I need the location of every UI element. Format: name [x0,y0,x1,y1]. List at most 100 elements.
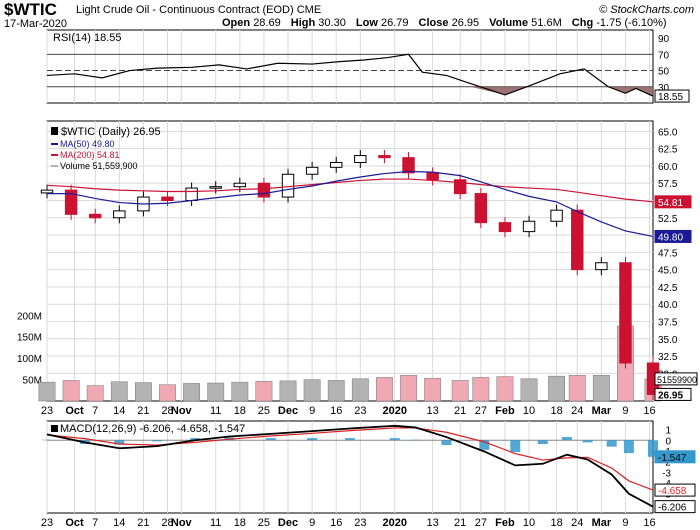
candle-body [550,209,563,222]
price-tick-label: 40.0 [658,300,678,311]
x-tick-label: 21 [137,405,149,417]
ma200-tag-label: 54.81 [658,198,683,209]
x-tick-label: 13 [427,517,439,529]
copyright-notice: © StockCharts.com [599,4,694,16]
x-tick-label: 16 [643,405,655,417]
x-tick-label: 9 [309,517,315,529]
rsi-tick-label: 90 [658,34,670,45]
macd-line [46,424,654,508]
x-tick-label: Oct [65,517,84,529]
volume-bar [135,382,152,402]
candle-body [426,172,439,181]
price-tick-label: 45.0 [658,266,678,277]
macd-histogram-bar [479,440,490,450]
volume-bar [400,375,417,402]
x-tick-label: 24 [571,405,583,417]
macd-histogram-bar [114,440,125,445]
close-label: 26.95 [658,390,683,401]
volume-value: 51.6M [531,17,562,29]
macd-line-tag-box [654,500,696,514]
x-tick-label: 10 [523,405,535,417]
volume-bar [183,383,201,402]
x-tick-label: 7 [92,517,98,529]
x-tick-label: 21 [454,517,466,529]
ma50-line [47,170,654,238]
x-tick-label: 2020 [383,405,407,417]
volume-bar [207,382,225,402]
high-value: 30.30 [318,17,346,29]
volume-bar [472,377,490,402]
x-tick-label: 24 [571,517,583,529]
candle-body [571,209,584,271]
volume-bar [548,375,565,402]
macd-histogram-bar [345,438,355,441]
x-tick-label: 13 [427,405,439,417]
x-tick-label: 10 [523,517,535,529]
candle-body [453,179,467,195]
macd-histogram-bar [441,440,452,446]
macd-histogram-bar [190,438,201,441]
price-tick-label: 52.5 [658,214,678,225]
x-tick-label: Nov [171,517,193,529]
candle-body [402,157,415,174]
macd-signal-tag-label: -4.658 [658,486,687,497]
x-tick-label: Dec [278,517,298,529]
macd-histogram-bar [623,440,634,454]
candle-body [595,262,608,271]
x-tick-label: 28 [161,405,173,417]
candle-body [378,155,391,159]
candle-body [185,187,198,202]
low-label: Low [355,17,378,29]
volume-tick-label: 100M [17,354,42,365]
volume-bar [496,376,514,402]
chart-symbol: $WTIC [4,0,57,19]
volume-bar [86,385,104,402]
rsi-value-box [654,89,690,103]
rsi-tick-label: 70 [658,50,670,61]
volume-bar [451,380,469,402]
x-tick-label: 11 [210,405,221,417]
macd-legend-swatch [51,425,58,432]
x-tick-label: 23 [41,517,53,529]
volume-bar [351,378,369,402]
candle-body [113,210,126,219]
price-legend-swatch [51,127,58,135]
legend-entry: MA(50) 49.80 [60,139,115,149]
macd-histogram-bar [410,439,421,441]
macd-histogram-bar [152,440,163,442]
candle-body [474,193,488,224]
x-tick-label: 16 [643,517,655,529]
volume-bar [62,380,80,402]
x-tick-label: Nov [171,405,193,417]
candle-body [161,196,174,202]
price-tick-label: 32.5 [658,352,678,363]
x-tick-label: 23 [354,517,366,529]
ma50-tag-label: 49.80 [658,232,683,243]
price-panel-frame [46,120,654,402]
candle-body [330,161,343,168]
macd-histogram-bar [265,438,276,441]
candle-body [619,262,632,364]
macd-tick-label: 0 [665,436,671,447]
rsi-tick-label: 30 [658,83,670,94]
x-tick-label: 16 [330,517,342,529]
legend-entry: Volume 51,559,900 [60,161,138,171]
volume-tick-label: 150M [17,333,42,344]
volume-bar [424,378,442,402]
candle-body [209,186,222,189]
volume-label: Volume [489,17,529,29]
macd-histogram-bar [606,440,617,447]
price-tick-label: 62.5 [658,145,678,156]
quote-date: 17-Mar-2020 [4,18,67,30]
ma200-line [46,178,654,203]
price-tick-label: 65.0 [658,127,678,138]
candle-body [88,213,102,219]
x-tick-label: 16 [330,405,342,417]
candle-body [233,182,247,188]
x-tick-label: 9 [622,517,628,529]
low-value: 26.79 [380,17,409,29]
x-tick-label: 28 [161,517,173,529]
price-tick-label: 37.5 [658,317,678,328]
macd-line-tag-label: -6.206 [658,503,687,514]
chg-value: -1.75 (-6.10%) [596,17,667,29]
